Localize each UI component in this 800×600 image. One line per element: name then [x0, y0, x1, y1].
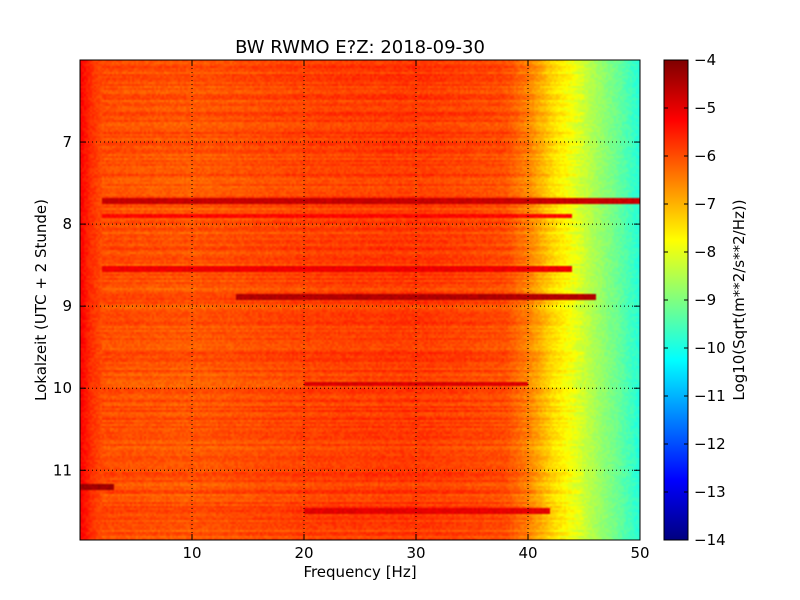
x-axis-label: Frequency [Hz]	[303, 563, 416, 581]
plot-area: 10 20 30 40 50 7 8 9 10 11	[53, 59, 650, 562]
colorbar-tick-label: −13	[694, 483, 726, 501]
x-tick-label: 20	[294, 544, 313, 562]
colorbar-tick-label: −5	[694, 99, 716, 117]
x-tick-label: 10	[182, 544, 201, 562]
colorbar-tick-label: −11	[694, 387, 726, 405]
colorbar-label: Log10(Sqrt(m**2/s**2/Hz))	[730, 199, 748, 400]
y-tick-label: 8	[62, 215, 72, 233]
colorbar-tick-label: −9	[694, 291, 716, 309]
colorbar: −4 −5 −6 −7 −8 −9 −10 −11 −12 −13 −14 Log10(Sqrt(m…	[663, 51, 748, 549]
plot-frame	[79, 59, 641, 541]
colorbar-tick-label: −10	[694, 339, 726, 357]
chart-title: BW RWMO E?Z: 2018-09-30	[235, 37, 485, 58]
x-tick-label: 50	[630, 544, 649, 562]
colorbar-tick-label: −14	[694, 531, 726, 549]
colorbar-tick-label: −8	[694, 243, 716, 261]
colorbar-tick-label: −12	[694, 435, 726, 453]
y-axis-ticks: 7 8 9 10 11	[53, 133, 640, 479]
y-tick-label: 10	[53, 379, 72, 397]
colorbar-tick-label: −4	[694, 51, 716, 69]
colorbar-tick-label: −7	[694, 195, 716, 213]
colorbar-tick-label: −6	[694, 147, 716, 165]
colorbar-ticks: −4 −5 −6 −7 −8 −9 −10 −11 −12 −13 −14	[664, 51, 726, 549]
grid	[80, 60, 640, 540]
x-tick-label: 40	[518, 544, 537, 562]
y-tick-label: 7	[62, 133, 72, 151]
x-tick-label: 30	[406, 544, 425, 562]
x-axis-ticks: 10 20 30 40 50	[182, 60, 650, 562]
y-tick-label: 11	[53, 461, 72, 479]
y-tick-label: 9	[62, 297, 72, 315]
spectrogram-image	[80, 60, 640, 540]
y-axis-label: Lokalzeit (UTC + 2 Stunde)	[32, 199, 50, 401]
